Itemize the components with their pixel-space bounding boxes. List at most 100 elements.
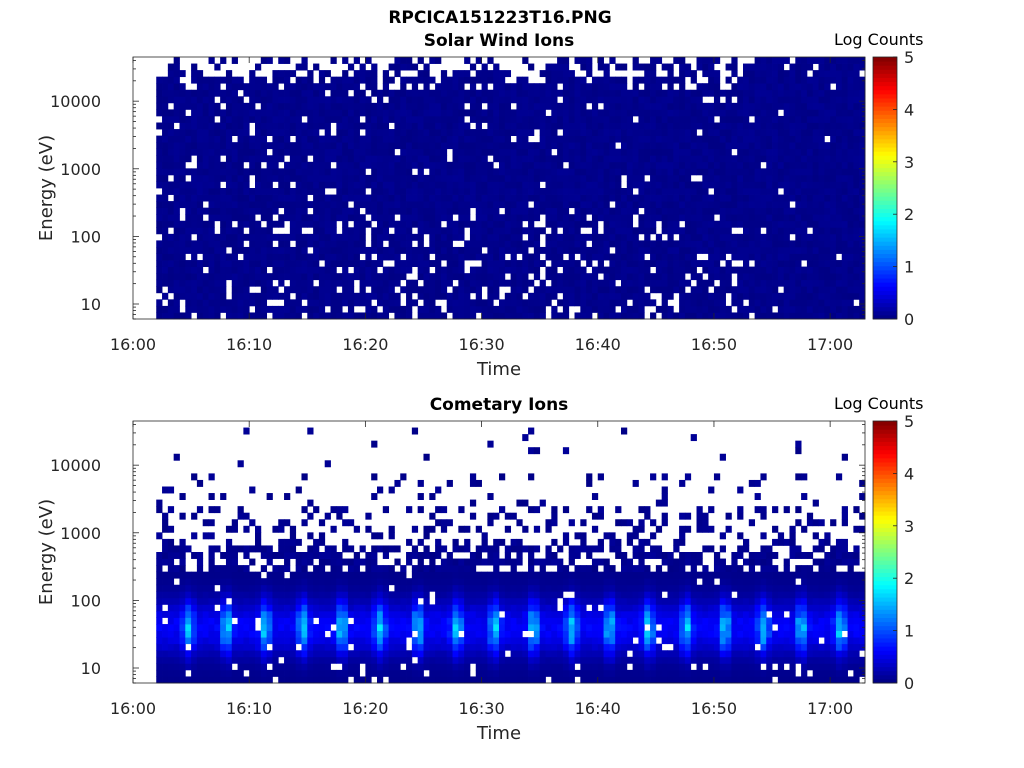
heatmap-cell [801, 286, 808, 294]
heatmap-cell [812, 312, 819, 320]
heatmap-cell [260, 233, 268, 241]
heatmap-cell [481, 155, 488, 163]
heatmap-cell [289, 663, 297, 671]
heatmap-cell [301, 260, 308, 267]
heatmap-cell [191, 89, 198, 97]
heatmap-cell [562, 194, 570, 202]
heatmap-cell [551, 76, 558, 84]
heatmap-cell [522, 148, 529, 156]
heatmap-cell [388, 109, 395, 117]
heatmap-cell [516, 174, 523, 182]
heatmap-cell [220, 89, 227, 97]
heatmap-cell [435, 83, 442, 91]
figure-title: RPCICA151223T16.PNG [388, 8, 612, 28]
heatmap-cell [551, 115, 558, 123]
heatmap-cell [516, 76, 523, 84]
heatmap-cell [400, 214, 407, 222]
heatmap-cell [440, 155, 448, 163]
heatmap-cell [173, 102, 180, 110]
heatmap-cell [342, 286, 349, 294]
heatmap-cell [202, 571, 209, 579]
heatmap-cell [591, 220, 599, 228]
heatmap-cell [237, 676, 244, 684]
heatmap-cell [313, 181, 320, 189]
heatmap-cell [731, 188, 738, 195]
heatmap-cell [289, 650, 297, 658]
heatmap-cell [644, 233, 651, 241]
heatmap-cell [429, 227, 436, 235]
heatmap-cell [522, 240, 529, 248]
heatmap-cell [766, 63, 773, 71]
heatmap-cell [202, 591, 209, 599]
heatmap-cell [353, 168, 360, 176]
heatmap-cell [737, 299, 744, 307]
heatmap-cell [162, 102, 169, 110]
heatmap-cell [725, 96, 732, 104]
heatmap-cell [516, 266, 523, 274]
heatmap-cell [789, 115, 796, 123]
heatmap-cell [661, 161, 668, 169]
heatmap-cell [702, 109, 709, 117]
heatmap-cell [574, 240, 581, 248]
heatmap-cell [661, 312, 668, 320]
heatmap-cell [772, 155, 779, 163]
heatmap-cell [812, 246, 819, 254]
heatmap-cell [284, 253, 291, 261]
heatmap-cell [795, 188, 802, 195]
heatmap-cell [336, 253, 343, 261]
heatmap-cell [789, 63, 796, 71]
heatmap-cell [266, 571, 273, 579]
heatmap-cell [173, 591, 180, 599]
heatmap-cell [440, 201, 448, 209]
heatmap-cell [260, 650, 268, 658]
heatmap-cell [789, 168, 796, 176]
heatmap-cell [336, 246, 343, 254]
heatmap-cell [435, 273, 442, 281]
heatmap-cell [580, 129, 587, 136]
heatmap-cell [702, 142, 709, 150]
heatmap-cell [313, 299, 320, 307]
heatmap-cell [249, 233, 256, 241]
heatmap-cell [737, 135, 744, 143]
heatmap-cell [225, 214, 233, 222]
heatmap-cell [748, 174, 756, 182]
heatmap-cell [191, 669, 198, 677]
heatmap-cell [539, 135, 546, 143]
heatmap-cell [696, 135, 703, 143]
heatmap-cell [539, 168, 546, 176]
heatmap-cell [208, 584, 215, 592]
heatmap-cell [632, 155, 639, 163]
panel-title-solar: Solar Wind Ions [423, 31, 575, 51]
heatmap-cell [731, 129, 738, 136]
heatmap-cell [650, 214, 657, 222]
heatmap-cell [301, 273, 308, 281]
heatmap-cell [533, 161, 541, 169]
heatmap-cell [371, 194, 378, 202]
heatmap-cell [469, 240, 477, 248]
heatmap-cell [162, 109, 169, 117]
heatmap-cell [754, 109, 761, 117]
heatmap-cell [260, 227, 268, 235]
heatmap-cell [661, 129, 668, 136]
heatmap-cell [289, 643, 297, 651]
heatmap-cell [318, 89, 326, 97]
heatmap-cell [266, 584, 273, 592]
heatmap-cell [696, 240, 703, 248]
heatmap-cell [533, 122, 541, 130]
heatmap-cell [621, 207, 628, 215]
heatmap-cell [766, 227, 773, 235]
heatmap-cell [458, 201, 465, 209]
y-tick-label: 100 [70, 227, 101, 246]
heatmap-cell [801, 63, 808, 71]
heatmap-cell [853, 96, 860, 104]
heatmap-cell [359, 273, 366, 281]
heatmap-cell [673, 312, 680, 320]
heatmap-cell [342, 260, 349, 267]
heatmap-cell [214, 83, 221, 91]
heatmap-cell [789, 266, 796, 274]
heatmap-cell [609, 155, 616, 163]
heatmap-cell [231, 552, 238, 559]
heatmap-cell [853, 260, 860, 267]
heatmap-cell [783, 161, 790, 169]
heatmap-cell [621, 312, 628, 320]
